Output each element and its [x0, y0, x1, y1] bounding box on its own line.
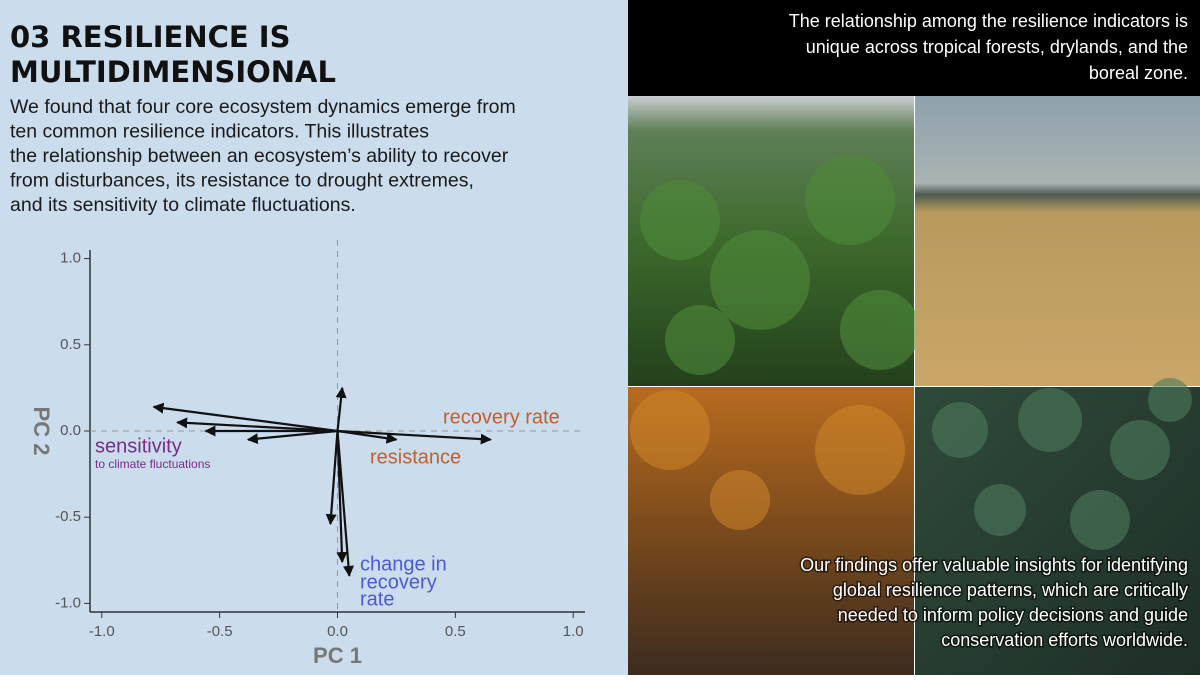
loading-arrow — [152, 402, 338, 433]
loading-arrow — [335, 386, 347, 432]
foliage — [630, 390, 905, 530]
canopy — [932, 378, 1192, 550]
loading-arrow — [337, 429, 398, 444]
annotation: to climate fluctuations — [95, 457, 210, 471]
bottom-text-line: needed to inform policy decisions and gu… — [838, 605, 1188, 625]
loading-arrow — [176, 417, 338, 433]
paragraph-line: and its sensitivity to climate fluctuati… — [10, 194, 356, 216]
paragraph-line: ten common resilience indicators. This i… — [10, 121, 429, 143]
annotation: sensitivity — [95, 435, 182, 457]
x-tick-label: 1.0 — [563, 623, 584, 640]
paragraph-line: the relationship between an ecosystem’s … — [10, 145, 509, 167]
x-tick-label: 0.0 — [327, 623, 348, 640]
annotation: resistance — [370, 446, 461, 468]
y-tick-label: 1.0 — [60, 250, 81, 267]
top-text-line: The relationship among the resilience in… — [789, 11, 1188, 31]
x-tick-label: -0.5 — [207, 623, 233, 640]
annotation: rate — [360, 588, 394, 610]
loading-arrow — [246, 429, 338, 445]
bottom-text-line: Our findings offer valuable insights for… — [800, 555, 1188, 575]
panel-text: The relationship among the resilience in… — [789, 11, 1190, 652]
annotation: recovery rate — [443, 406, 560, 428]
x-tick-label: 0.5 — [445, 623, 466, 640]
loading-arrow — [337, 429, 492, 445]
y-tick-label: -1.0 — [55, 594, 81, 611]
y-tick-label: 0.5 — [60, 336, 81, 353]
x-axis-label: PC 1 — [313, 643, 362, 668]
paragraph-line: from disturbances, its resistance to dro… — [10, 170, 474, 192]
y-tick-label: 0.0 — [60, 422, 81, 439]
annotation: change in — [360, 553, 447, 575]
chart: -1.0 -0.5 0.0 0.5 1.0 -1.0 -0.5 0.0 0.5 1.0 PC 1 PC… — [29, 240, 585, 668]
bottom-text-line: conservation efforts worldwide. — [941, 630, 1188, 650]
paragraph-line: We found that four core ecosystem dynami… — [10, 96, 516, 118]
loading-arrow — [336, 430, 354, 577]
paragraph: We found that four core ecosystem dynami… — [10, 96, 516, 216]
y-tick-label: -0.5 — [55, 508, 81, 525]
x-tick-label: -1.0 — [89, 623, 115, 640]
title: MULTIDIMENSIONAL — [10, 55, 336, 89]
top-bar — [628, 0, 1200, 96]
title: 03 RESILIENCE IS — [10, 20, 290, 54]
top-text-line: unique across tropical forests, drylands… — [806, 37, 1188, 57]
left-panel — [0, 0, 628, 675]
y-axis-label: PC 2 — [29, 407, 54, 456]
top-text-line: boreal zone. — [1089, 63, 1188, 83]
foliage — [640, 155, 920, 375]
bottom-text-line: global resilience patterns, which are cr… — [833, 580, 1188, 600]
annotation: recovery — [360, 571, 437, 593]
photo-drylands — [915, 96, 1200, 386]
loading-arrow — [325, 430, 339, 526]
